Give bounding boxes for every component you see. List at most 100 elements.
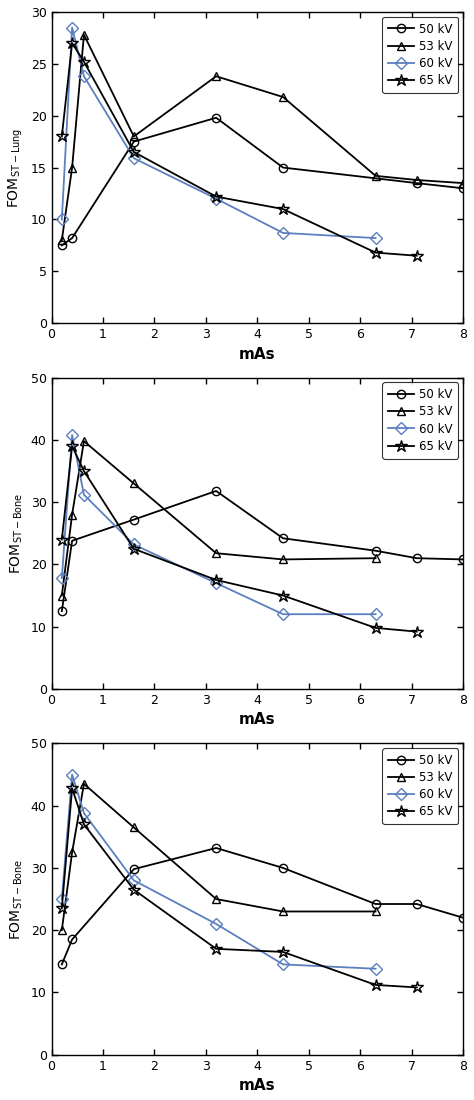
50 kV: [131, 862, 137, 876]
60 kV: [131, 538, 137, 551]
Line: 53 kV: 53 kV: [58, 780, 380, 934]
50 kV: [460, 911, 466, 924]
65 kV: [81, 55, 87, 68]
50 kV: [213, 111, 219, 124]
50 kV: [373, 898, 378, 911]
60 kV: [131, 152, 137, 165]
53 kV: [81, 778, 87, 791]
50 kV: [69, 535, 75, 548]
65 kV: [373, 246, 378, 260]
50 kV: [59, 605, 64, 618]
53 kV: [69, 161, 75, 174]
50 kV: [280, 161, 286, 174]
60 kV: [131, 873, 137, 887]
65 kV: [131, 145, 137, 158]
X-axis label: mAs: mAs: [239, 1078, 275, 1093]
50 kV: [69, 933, 75, 946]
53 kV: [131, 821, 137, 834]
50 kV: [69, 231, 75, 244]
53 kV: [81, 434, 87, 448]
X-axis label: mAs: mAs: [239, 346, 275, 362]
Y-axis label: FOM$_{\rm ST-Lung}$: FOM$_{\rm ST-Lung}$: [7, 128, 25, 208]
60 kV: [59, 572, 64, 585]
53 kV: [373, 905, 378, 918]
53 kV: [280, 905, 286, 918]
Line: 60 kV: 60 kV: [58, 23, 380, 242]
53 kV: [213, 892, 219, 905]
65 kV: [280, 945, 286, 958]
53 kV: [213, 69, 219, 82]
65 kV: [131, 542, 137, 556]
Line: 65 kV: 65 kV: [55, 440, 423, 638]
65 kV: [213, 573, 219, 586]
65 kV: [81, 464, 87, 477]
60 kV: [81, 806, 87, 820]
50 kV: [131, 135, 137, 149]
Line: 50 kV: 50 kV: [58, 844, 467, 969]
50 kV: [59, 239, 64, 252]
53 kV: [59, 588, 64, 602]
Line: 50 kV: 50 kV: [58, 487, 467, 615]
60 kV: [373, 962, 378, 976]
50 kV: [460, 182, 466, 195]
Line: 53 kV: 53 kV: [58, 437, 380, 600]
60 kV: [280, 227, 286, 240]
60 kV: [81, 69, 87, 82]
60 kV: [69, 428, 75, 441]
60 kV: [280, 958, 286, 971]
Line: 50 kV: 50 kV: [58, 113, 467, 250]
60 kV: [280, 607, 286, 620]
60 kV: [81, 488, 87, 502]
50 kV: [373, 544, 378, 558]
65 kV: [414, 249, 419, 262]
65 kV: [280, 202, 286, 216]
65 kV: [131, 883, 137, 896]
53 kV: [373, 551, 378, 564]
X-axis label: mAs: mAs: [239, 713, 275, 727]
Legend: 50 kV, 53 kV, 60 kV, 65 kV: 50 kV, 53 kV, 60 kV, 65 kV: [383, 383, 458, 459]
65 kV: [373, 621, 378, 635]
Line: 65 kV: 65 kV: [55, 36, 423, 262]
Y-axis label: FOM$_{\rm ST-Bone}$: FOM$_{\rm ST-Bone}$: [9, 858, 25, 939]
50 kV: [213, 842, 219, 855]
60 kV: [213, 576, 219, 590]
53 kV: [373, 169, 378, 183]
60 kV: [373, 607, 378, 620]
65 kV: [414, 981, 419, 994]
53 kV: [69, 846, 75, 859]
Line: 60 kV: 60 kV: [58, 431, 380, 618]
65 kV: [59, 902, 64, 915]
53 kV: [280, 90, 286, 103]
60 kV: [373, 231, 378, 244]
50 kV: [414, 551, 419, 564]
65 kV: [414, 625, 419, 638]
65 kV: [373, 978, 378, 991]
Legend: 50 kV, 53 kV, 60 kV, 65 kV: 50 kV, 53 kV, 60 kV, 65 kV: [383, 748, 458, 824]
53 kV: [213, 547, 219, 560]
65 kV: [59, 532, 64, 546]
65 kV: [69, 440, 75, 453]
53 kV: [81, 29, 87, 42]
65 kV: [213, 943, 219, 956]
50 kV: [213, 484, 219, 497]
50 kV: [414, 176, 419, 189]
Line: 60 kV: 60 kV: [58, 770, 380, 972]
50 kV: [460, 553, 466, 566]
Line: 53 kV: 53 kV: [58, 31, 467, 244]
53 kV: [131, 477, 137, 491]
50 kV: [131, 513, 137, 526]
50 kV: [59, 958, 64, 971]
65 kV: [81, 817, 87, 830]
Y-axis label: FOM$_{\rm ST-Bone}$: FOM$_{\rm ST-Bone}$: [9, 493, 25, 574]
65 kV: [69, 36, 75, 50]
53 kV: [131, 130, 137, 143]
53 kV: [59, 924, 64, 937]
60 kV: [213, 917, 219, 931]
50 kV: [280, 861, 286, 875]
60 kV: [69, 768, 75, 781]
60 kV: [59, 212, 64, 226]
65 kV: [69, 782, 75, 795]
53 kV: [59, 233, 64, 246]
60 kV: [213, 192, 219, 206]
53 kV: [69, 508, 75, 521]
